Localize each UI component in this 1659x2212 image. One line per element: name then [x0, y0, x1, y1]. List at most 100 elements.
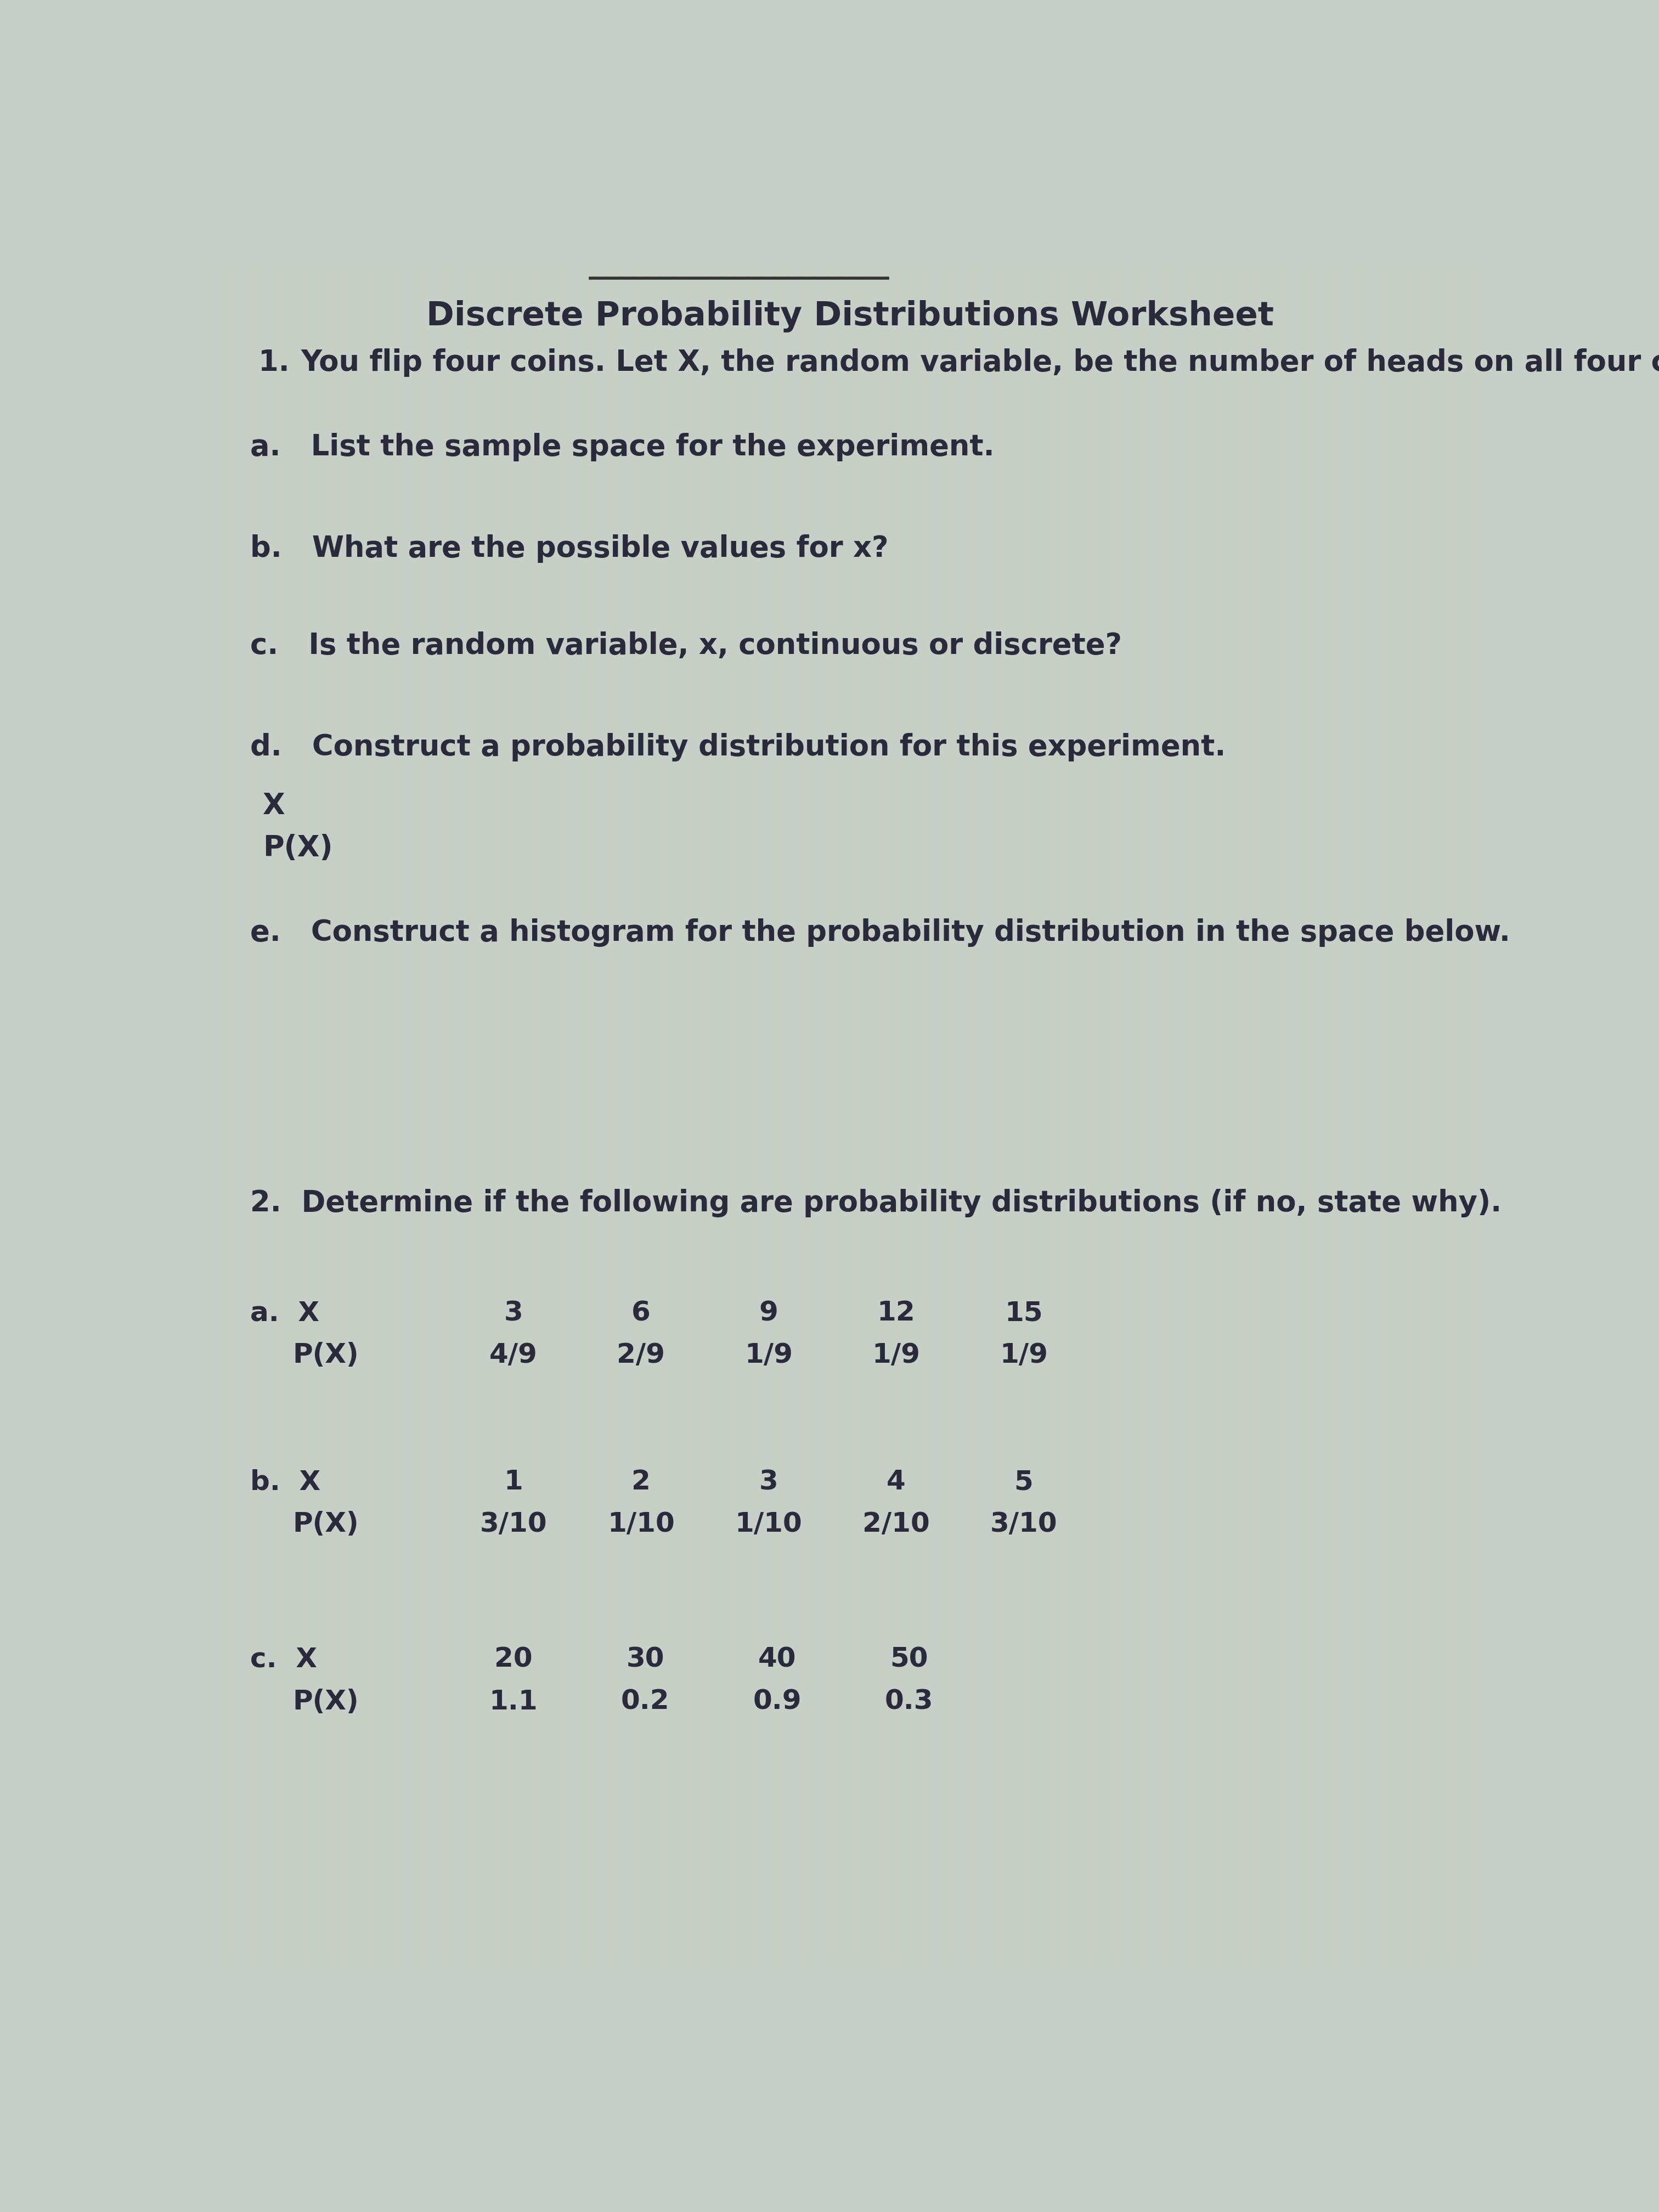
Bar — [438, 265, 441, 1969]
Bar — [639, 265, 642, 1969]
Text: 3/10: 3/10 — [479, 1511, 547, 1537]
Bar — [478, 265, 481, 1969]
Bar — [574, 265, 577, 1969]
Text: 3: 3 — [504, 1301, 523, 1327]
Bar — [959, 265, 962, 1969]
Bar — [889, 265, 893, 1969]
Bar — [1294, 265, 1297, 1969]
Bar — [239, 265, 242, 1969]
Bar — [1319, 265, 1322, 1969]
Text: 4/9: 4/9 — [489, 1343, 538, 1369]
Bar — [1480, 265, 1483, 1969]
Bar — [465, 265, 468, 1969]
Text: 6: 6 — [632, 1301, 650, 1327]
Bar — [1113, 265, 1117, 1969]
Bar — [1455, 265, 1458, 1969]
Bar — [1044, 265, 1047, 1969]
Bar — [1428, 265, 1432, 1969]
Bar — [393, 265, 397, 1969]
Text: 1.1: 1.1 — [489, 1688, 538, 1714]
Text: P(X): P(X) — [292, 1511, 358, 1537]
Bar — [1473, 265, 1477, 1969]
Bar — [496, 265, 499, 1969]
Bar — [664, 265, 667, 1969]
Bar — [246, 265, 249, 1969]
Bar — [863, 265, 866, 1969]
Bar — [1339, 265, 1342, 1969]
Text: 5: 5 — [1014, 1469, 1034, 1495]
Bar — [1281, 265, 1284, 1969]
Bar — [695, 265, 698, 1969]
Text: b.  X: b. X — [251, 1469, 320, 1495]
Bar — [1209, 265, 1213, 1969]
Bar — [1390, 265, 1394, 1969]
Bar — [805, 265, 808, 1969]
Text: P(X): P(X) — [292, 1343, 358, 1369]
Bar — [567, 265, 571, 1969]
Bar — [1267, 265, 1271, 1969]
Bar — [1204, 265, 1208, 1969]
Bar — [1236, 265, 1239, 1969]
Bar — [753, 265, 757, 1969]
Bar — [1030, 265, 1034, 1969]
Bar — [317, 265, 320, 1969]
Bar — [1448, 265, 1452, 1969]
Bar — [471, 265, 474, 1969]
Bar — [1377, 265, 1380, 1969]
Bar — [227, 265, 231, 1969]
Bar — [1062, 265, 1065, 1969]
Bar — [985, 265, 989, 1969]
Bar — [1146, 265, 1150, 1969]
Text: 3: 3 — [760, 1469, 778, 1495]
Bar — [1462, 265, 1465, 1969]
Text: 50: 50 — [889, 1646, 927, 1672]
Bar — [1404, 265, 1407, 1969]
Bar — [644, 265, 647, 1969]
Bar — [896, 265, 899, 1969]
Text: a.  X: a. X — [251, 1301, 319, 1327]
Bar — [547, 265, 551, 1969]
Bar — [742, 265, 745, 1969]
Bar — [1287, 265, 1291, 1969]
Bar — [272, 265, 275, 1969]
Bar — [554, 265, 557, 1969]
Bar — [786, 265, 790, 1969]
Bar — [1216, 265, 1219, 1969]
Bar — [1397, 265, 1400, 1969]
Bar — [433, 265, 436, 1969]
Bar — [979, 265, 982, 1969]
Bar — [1120, 265, 1123, 1969]
Bar — [297, 265, 300, 1969]
Bar — [1191, 265, 1194, 1969]
Text: 15: 15 — [1005, 1301, 1044, 1327]
Text: 3/10: 3/10 — [990, 1511, 1057, 1537]
Text: You flip four coins. Let X, the random variable, be the number of heads on all f: You flip four coins. Let X, the random v… — [300, 347, 1659, 376]
Bar — [1370, 265, 1374, 1969]
Bar — [310, 265, 314, 1969]
Bar — [368, 265, 372, 1969]
Bar — [773, 265, 776, 1969]
Bar — [907, 265, 911, 1969]
Bar — [285, 265, 287, 1969]
Text: 1: 1 — [504, 1469, 523, 1495]
Bar — [1004, 265, 1007, 1969]
Text: 1/10: 1/10 — [735, 1511, 803, 1537]
Text: 4: 4 — [886, 1469, 906, 1495]
Bar — [1153, 265, 1156, 1969]
Bar — [793, 265, 796, 1969]
Bar — [735, 265, 738, 1969]
Text: 1/10: 1/10 — [607, 1511, 675, 1537]
Bar — [1345, 265, 1349, 1969]
Bar — [1158, 265, 1161, 1969]
Bar — [413, 265, 416, 1969]
Text: 12: 12 — [878, 1301, 916, 1327]
Bar — [921, 265, 924, 1969]
Bar — [1486, 265, 1490, 1969]
Bar — [426, 265, 430, 1969]
Text: 20: 20 — [494, 1646, 533, 1672]
Bar — [1359, 265, 1362, 1969]
Bar — [992, 265, 995, 1969]
Bar — [1075, 265, 1078, 1969]
Bar — [690, 265, 693, 1969]
Bar — [324, 265, 327, 1969]
